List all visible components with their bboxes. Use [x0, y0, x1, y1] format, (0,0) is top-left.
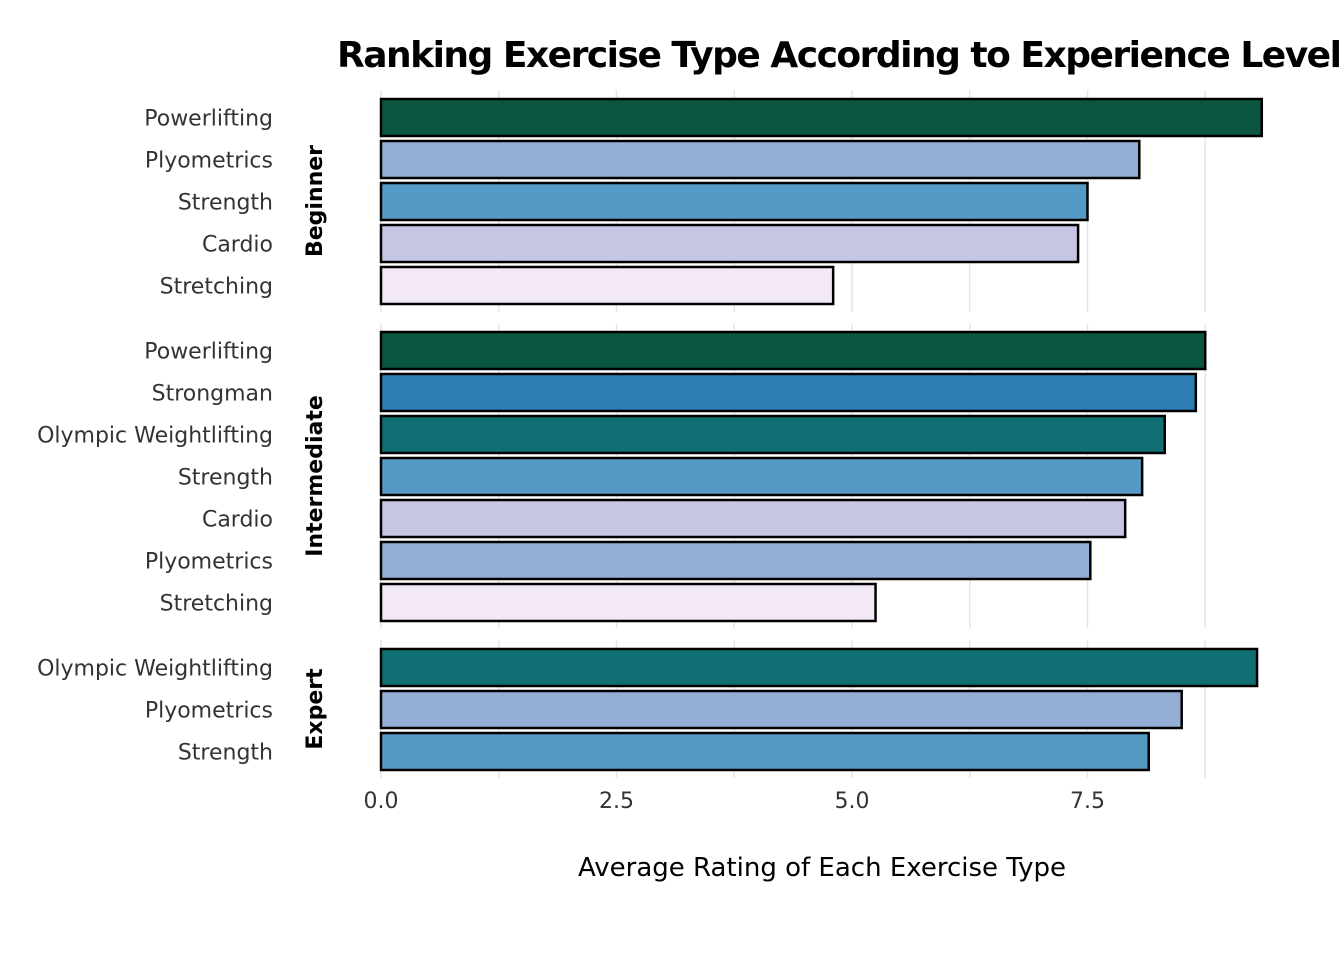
y-category-label: Strongman [152, 382, 273, 407]
bar [379, 540, 1092, 581]
x-tick-label: 5.0 [835, 789, 870, 814]
panel-group-label: Expert [303, 668, 328, 750]
y-category-label: Cardio [202, 508, 273, 533]
bars [379, 97, 1264, 772]
bar [379, 223, 1080, 264]
labels: 0.0 2.5 5.0 7.5 Powerlifting Plyometrics Stren… [37, 107, 1105, 815]
x-tick-label: 7.5 [1070, 789, 1105, 814]
bar [379, 97, 1264, 138]
y-category-label: Strength [178, 466, 273, 491]
y-category-label: Olympic Weightlifting [37, 657, 273, 682]
bar [379, 181, 1089, 222]
panel-group-label: Intermediate [303, 395, 328, 557]
y-category-label: Stretching [160, 592, 273, 617]
y-category-label: Stretching [160, 275, 273, 300]
y-category-label: Strength [178, 741, 273, 766]
y-category-label: Cardio [202, 233, 273, 258]
bar [379, 647, 1259, 688]
bar [379, 414, 1166, 455]
x-tick-label: 2.5 [599, 789, 634, 814]
bar [379, 731, 1150, 772]
bar [379, 372, 1198, 413]
y-category-label: Plyometrics [145, 550, 273, 575]
bar [379, 689, 1183, 730]
bar [379, 582, 877, 623]
bar [379, 330, 1207, 371]
bar [379, 265, 835, 306]
chart-title: Ranking Exercise Type According to Exper… [337, 35, 1344, 76]
bar [379, 498, 1127, 539]
panel-group-label: Beginner [303, 145, 328, 257]
y-category-label: Powerlifting [144, 340, 273, 365]
x-tick-label: 0.0 [364, 789, 399, 814]
y-category-label: Plyometrics [145, 699, 273, 724]
y-category-label: Strength [178, 191, 273, 216]
y-category-label: Olympic Weightlifting [37, 424, 273, 449]
y-category-label: Plyometrics [145, 149, 273, 174]
bar [379, 456, 1144, 497]
y-category-label: Powerlifting [144, 107, 273, 132]
bar [379, 139, 1141, 180]
x-axis-label: Average Rating of Each Exercise Type [578, 853, 1066, 883]
